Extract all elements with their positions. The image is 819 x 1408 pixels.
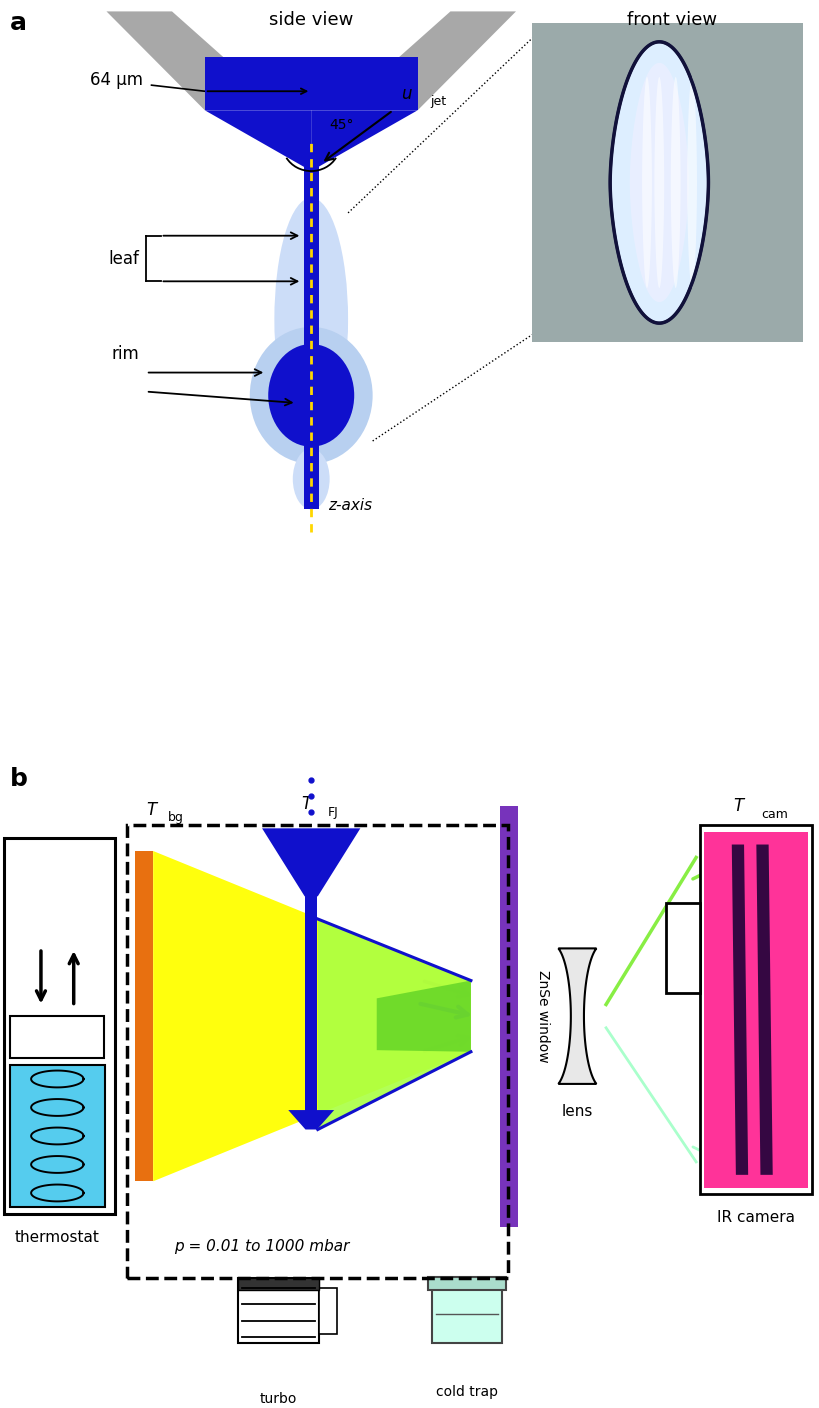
Polygon shape <box>610 42 708 322</box>
Bar <box>10 1017 104 1059</box>
Text: $T$: $T$ <box>301 796 314 814</box>
Bar <box>238 1278 319 1290</box>
Bar <box>700 825 812 1194</box>
Text: leaf: leaf <box>108 249 139 268</box>
Polygon shape <box>630 63 689 303</box>
Bar <box>305 897 317 1129</box>
Text: b: b <box>10 767 28 791</box>
Text: z-axis: z-axis <box>328 498 372 513</box>
Text: °C: °C <box>49 1031 66 1045</box>
Polygon shape <box>311 110 418 168</box>
Polygon shape <box>377 980 471 1052</box>
Polygon shape <box>288 1110 334 1129</box>
Bar <box>304 168 319 418</box>
Bar <box>10 1064 105 1207</box>
Polygon shape <box>318 919 471 1129</box>
Text: bg: bg <box>168 811 183 824</box>
Text: thermostat: thermostat <box>15 1231 100 1245</box>
Bar <box>304 403 319 510</box>
Polygon shape <box>262 828 360 897</box>
Bar <box>238 1278 319 1343</box>
Bar <box>532 23 803 342</box>
Bar <box>432 1278 501 1343</box>
Text: a: a <box>10 11 27 35</box>
Bar <box>704 832 808 1188</box>
Text: $T$: $T$ <box>733 797 746 815</box>
Polygon shape <box>687 77 697 289</box>
Text: cam: cam <box>762 808 789 821</box>
Bar <box>304 327 319 456</box>
Bar <box>500 805 518 1226</box>
Ellipse shape <box>250 327 373 463</box>
Bar <box>428 1277 506 1290</box>
Text: FJ: FJ <box>328 805 338 818</box>
Bar <box>205 58 418 110</box>
Polygon shape <box>671 77 681 289</box>
Text: p = 0.01 to 1000 mbar: p = 0.01 to 1000 mbar <box>174 1239 350 1253</box>
Polygon shape <box>732 845 749 1174</box>
Bar <box>4 838 115 1214</box>
Text: lens: lens <box>562 1104 593 1118</box>
Polygon shape <box>559 949 596 1084</box>
Bar <box>319 1288 337 1333</box>
Bar <box>304 145 319 190</box>
Ellipse shape <box>293 449 329 510</box>
Text: IR camera: IR camera <box>717 1211 795 1225</box>
Polygon shape <box>352 11 516 110</box>
Text: cold trap: cold trap <box>436 1385 498 1400</box>
Text: ZnSe window: ZnSe window <box>536 970 550 1063</box>
Text: $T$: $T$ <box>146 801 159 818</box>
Polygon shape <box>153 850 471 1181</box>
Text: $u$: $u$ <box>401 84 413 103</box>
Bar <box>127 825 508 1278</box>
Text: turbo
pumps: turbo pumps <box>255 1391 302 1408</box>
Bar <box>135 850 153 1181</box>
Ellipse shape <box>269 344 355 446</box>
Text: jet: jet <box>430 94 446 108</box>
Polygon shape <box>642 77 652 289</box>
Polygon shape <box>654 77 664 289</box>
Polygon shape <box>757 845 773 1174</box>
Bar <box>304 434 319 510</box>
Polygon shape <box>205 110 311 168</box>
Bar <box>666 903 700 994</box>
Text: side view: side view <box>269 11 354 30</box>
Polygon shape <box>106 11 270 110</box>
Text: 64 μm: 64 μm <box>90 70 143 89</box>
Ellipse shape <box>274 197 348 441</box>
Text: front view: front view <box>627 11 717 30</box>
Text: 45°: 45° <box>329 118 354 132</box>
Text: rim: rim <box>111 345 139 362</box>
